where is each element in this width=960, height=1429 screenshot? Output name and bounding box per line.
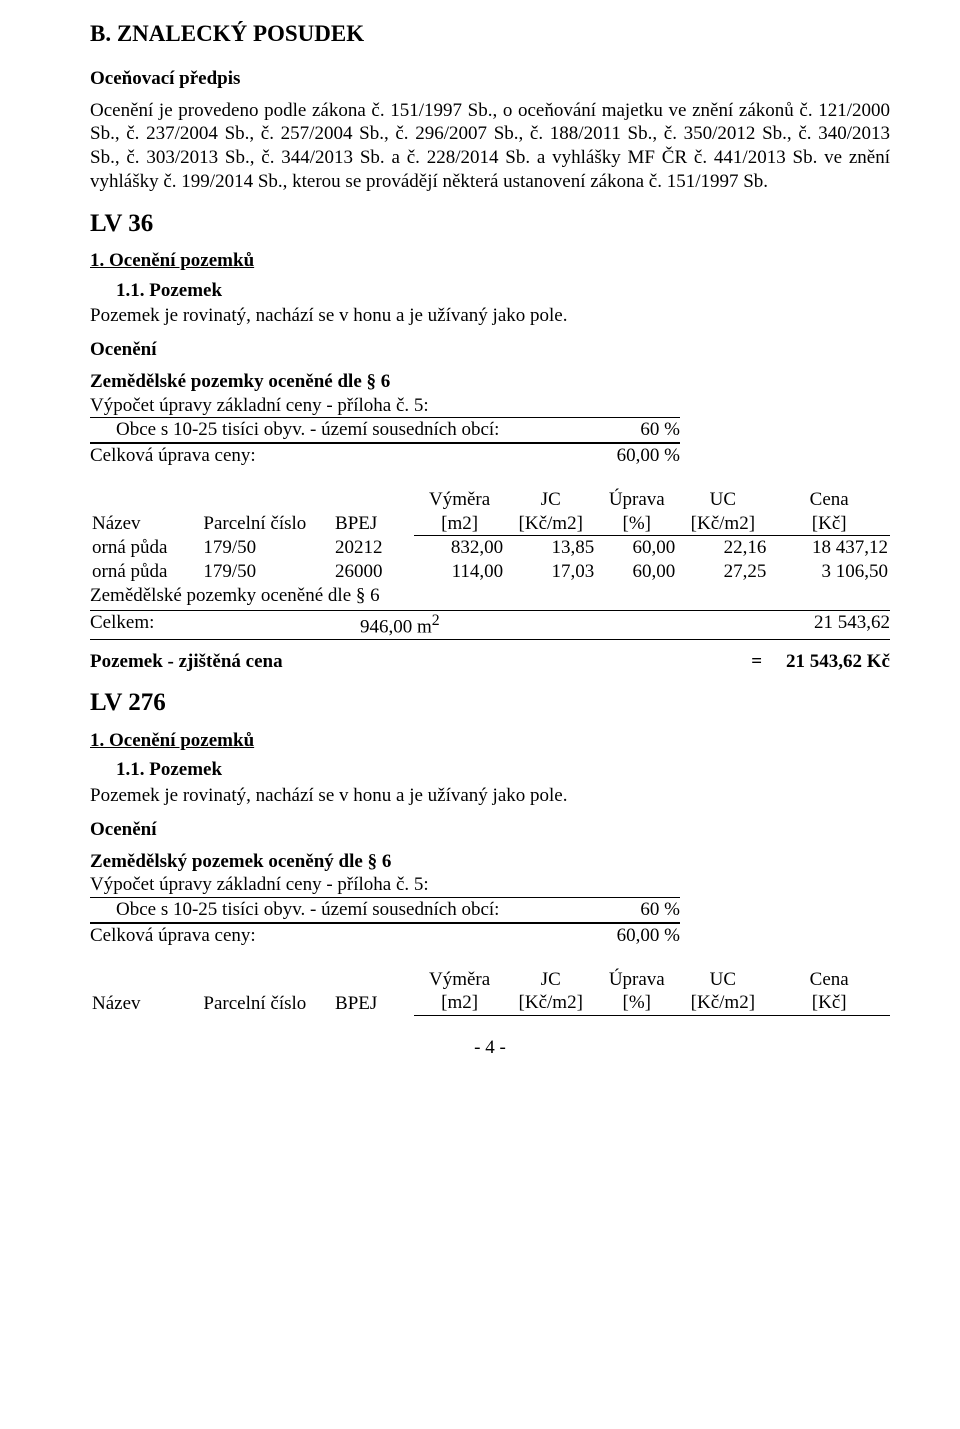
cell-bpej: 20212 <box>333 536 414 560</box>
lv36-vypocet: Výpočet úpravy základní ceny - příloha č… <box>90 394 890 418</box>
lv276-obce-line: Obce s 10-25 tisíci obyv. - území soused… <box>116 898 620 922</box>
th-jc: JC <box>505 968 596 992</box>
lv36-zem-heading: Zemědělské pozemky oceněné dle § 6 <box>90 370 890 394</box>
lv36-adj-box: Obce s 10-25 tisíci obyv. - území soused… <box>90 417 680 444</box>
lv36-section1: 1. Ocenění pozemků <box>90 249 890 273</box>
lv276-zem-heading: Zemědělský pozemek oceněný dle § 6 <box>90 850 890 874</box>
lv36-heading: LV 36 <box>90 208 890 239</box>
th-cena-u: [Kč] <box>768 512 890 536</box>
th-vymera-u: [m2] <box>414 991 505 1015</box>
lv36-sum-row: Celkem: 946,00 m2 21 543,62 <box>90 610 890 640</box>
cell-jc: 17,03 <box>505 560 596 584</box>
th-vymera: Výměra <box>414 488 505 512</box>
th-uprava-u: [%] <box>596 512 677 536</box>
cell-parcel: 179/50 <box>201 536 333 560</box>
th-parcel: Parcelní číslo <box>201 488 333 536</box>
th-bpej: BPEJ <box>333 968 414 1016</box>
lv36-celkova-line: Celková úprava ceny: <box>90 444 597 468</box>
cell-nazev: orná půda <box>90 560 201 584</box>
lv276-adj-box: Obce s 10-25 tisíci obyv. - území soused… <box>90 897 680 924</box>
main-heading: B. ZNALECKÝ POSUDEK <box>90 20 890 49</box>
sum-label: Celkem: <box>90 611 270 639</box>
th-uc-u: [Kč/m2] <box>677 991 768 1015</box>
cell-uprava: 60,00 <box>596 536 677 560</box>
page: B. ZNALECKÝ POSUDEK Oceňovací předpis Oc… <box>0 0 960 1080</box>
lv36-celkova-val: 60,00 % <box>597 444 680 468</box>
lv36-obce-line: Obce s 10-25 tisíci obyv. - území soused… <box>116 418 620 442</box>
sum-vymera-sup: 2 <box>432 612 440 629</box>
predpis-heading: Oceňovací předpis <box>90 67 890 91</box>
cell-bpej: 26000 <box>333 560 414 584</box>
th-uc: UC <box>677 488 768 512</box>
th-nazev: Název <box>90 488 201 536</box>
lv276-table: Název Parcelní číslo BPEJ Výměra JC Úpra… <box>90 968 890 1017</box>
th-uprava: Úprava <box>596 968 677 992</box>
lv276-section1: 1. Ocenění pozemků <box>90 729 890 753</box>
lv276-vypocet: Výpočet úpravy základní ceny - příloha č… <box>90 873 890 897</box>
lv36-pozemek-text: Pozemek je rovinatý, nachází se v honu a… <box>90 304 890 328</box>
th-uprava-u: [%] <box>596 991 677 1015</box>
cell-vymera: 832,00 <box>414 536 505 560</box>
sum-cena: 21 543,62 <box>814 611 890 639</box>
cell-vymera: 114,00 <box>414 560 505 584</box>
cell-cena: 3 106,50 <box>768 560 890 584</box>
cell-nazev: orná půda <box>90 536 201 560</box>
cell-uc: 27,25 <box>677 560 768 584</box>
cell-uc: 22,16 <box>677 536 768 560</box>
th-uc: UC <box>677 968 768 992</box>
th-cena-u: [Kč] <box>768 991 890 1015</box>
sum-vymera-val: 946,00 m <box>360 616 432 637</box>
lv276-obce-val: 60 % <box>620 898 680 922</box>
lv276-oceneni-heading: Ocenění <box>90 818 890 842</box>
th-jc-u: [Kč/m2] <box>505 512 596 536</box>
table-row: orná půda 179/50 20212 832,00 13,85 60,0… <box>90 536 890 560</box>
th-bpej: BPEJ <box>333 488 414 536</box>
page-footer: - 4 - <box>90 1036 890 1060</box>
lv36-result: Pozemek - zjištěná cena = 21 543,62 Kč <box>90 650 890 674</box>
lv36-table: Název Parcelní číslo BPEJ Výměra JC Úpra… <box>90 488 890 584</box>
lv36-obce-val: 60 % <box>620 418 680 442</box>
th-uc-u: [Kč/m2] <box>677 512 768 536</box>
cell-parcel: 179/50 <box>201 560 333 584</box>
lv36-oceneni-heading: Ocenění <box>90 338 890 362</box>
result-eq: = <box>727 650 786 674</box>
predpis-text: Ocenění je provedeno podle zákona č. 151… <box>90 99 890 194</box>
sum-vymera: 946,00 m2 <box>270 611 814 639</box>
lv36-zem-heading-2: Zemědělské pozemky oceněné dle § 6 <box>90 584 890 608</box>
th-jc-u: [Kč/m2] <box>505 991 596 1015</box>
th-vymera: Výměra <box>414 968 505 992</box>
lv276-celkova-val: 60,00 % <box>597 924 680 948</box>
th-nazev: Název <box>90 968 201 1016</box>
th-uprava: Úprava <box>596 488 677 512</box>
result-val: 21 543,62 Kč <box>786 650 890 674</box>
lv276-heading: LV 276 <box>90 687 890 718</box>
lv36-section11: 1.1. Pozemek <box>116 279 890 303</box>
th-vymera-u: [m2] <box>414 512 505 536</box>
table-row: orná půda 179/50 26000 114,00 17,03 60,0… <box>90 560 890 584</box>
cell-cena: 18 437,12 <box>768 536 890 560</box>
result-label: Pozemek - zjištěná cena <box>90 650 727 674</box>
th-parcel: Parcelní číslo <box>201 968 333 1016</box>
lv276-pozemek-text: Pozemek je rovinatý, nachází se v honu a… <box>90 784 890 808</box>
th-jc: JC <box>505 488 596 512</box>
th-cena: Cena <box>768 968 890 992</box>
lv276-celkova-line: Celková úprava ceny: <box>90 924 597 948</box>
cell-uprava: 60,00 <box>596 560 677 584</box>
lv276-section11: 1.1. Pozemek <box>116 758 890 782</box>
th-cena: Cena <box>768 488 890 512</box>
cell-jc: 13,85 <box>505 536 596 560</box>
